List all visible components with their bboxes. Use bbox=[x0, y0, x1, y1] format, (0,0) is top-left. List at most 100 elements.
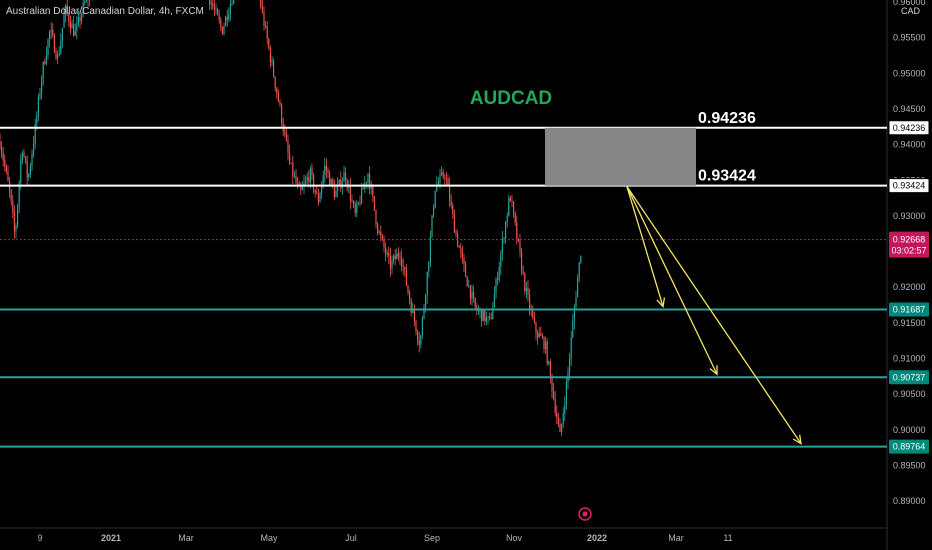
candle-body bbox=[274, 76, 276, 88]
price-tick-label: 0.94500 bbox=[893, 104, 926, 114]
candle-body bbox=[36, 115, 38, 125]
candle-body bbox=[41, 78, 43, 93]
candle-body bbox=[284, 131, 286, 134]
candle-body bbox=[57, 54, 59, 59]
time-axis[interactable]: 9 2021 Mar May Jul Sep Nov 2022 Mar 11 bbox=[37, 533, 732, 543]
candle-body bbox=[572, 321, 574, 338]
candle-body bbox=[405, 270, 407, 286]
candle-body bbox=[25, 156, 27, 161]
candle-body bbox=[346, 180, 348, 188]
time-tick-label: 2022 bbox=[587, 533, 607, 543]
candle-body bbox=[423, 307, 425, 319]
candle-body bbox=[437, 182, 439, 185]
price-tick-label: 0.91000 bbox=[893, 354, 926, 364]
price-tick-label: 0.93000 bbox=[893, 211, 926, 221]
candle-body bbox=[388, 252, 390, 257]
candle-body bbox=[18, 182, 20, 206]
candle-body bbox=[541, 336, 543, 338]
candle-body bbox=[553, 391, 555, 399]
candle-body bbox=[449, 185, 451, 202]
candle-body bbox=[575, 297, 577, 308]
candle-body bbox=[410, 301, 412, 313]
candle-body bbox=[49, 31, 51, 40]
candle-body bbox=[61, 27, 63, 41]
candle-body bbox=[421, 318, 423, 336]
candle-body bbox=[44, 62, 46, 64]
event-marker-icon[interactable] bbox=[578, 507, 592, 521]
candle-body bbox=[529, 294, 531, 310]
candle-body bbox=[412, 309, 414, 313]
candle-body bbox=[52, 29, 54, 36]
candle-body bbox=[489, 316, 491, 318]
candle-body bbox=[434, 190, 436, 208]
candle-body bbox=[538, 333, 540, 338]
candle-body bbox=[377, 224, 379, 233]
candle-body bbox=[373, 196, 375, 211]
candle-body bbox=[76, 23, 78, 32]
candle-body bbox=[351, 200, 353, 202]
candle-body bbox=[540, 333, 542, 337]
candle-body bbox=[271, 61, 273, 63]
candle-body bbox=[474, 297, 476, 308]
time-tick-label: Mar bbox=[668, 533, 684, 543]
candle-body bbox=[317, 193, 319, 203]
candle-body bbox=[316, 192, 318, 194]
candle-body bbox=[68, 13, 70, 23]
candle-body bbox=[55, 52, 57, 59]
candle-body bbox=[77, 17, 79, 24]
candle-body bbox=[394, 255, 396, 260]
symbol-title[interactable]: Australian Dollar/Canadian Dollar, 4h, F… bbox=[6, 6, 204, 17]
candle-body bbox=[508, 197, 510, 216]
projection-arrow-line bbox=[626, 186, 718, 375]
candle-body bbox=[365, 182, 367, 184]
candle-body bbox=[417, 331, 419, 340]
support-price-tag: 0.89764 bbox=[893, 442, 926, 452]
candle-body bbox=[485, 317, 487, 322]
candle-body bbox=[428, 262, 430, 272]
candle-body bbox=[66, 5, 68, 14]
candle-body bbox=[497, 279, 499, 281]
projection-arrow-head bbox=[656, 297, 666, 308]
time-tick-label: 11 bbox=[723, 533, 732, 543]
candle-body bbox=[521, 252, 523, 272]
candle-body bbox=[361, 187, 363, 204]
candle-body bbox=[231, 3, 233, 5]
candle-body bbox=[34, 124, 36, 144]
resistance-price-tag: 0.93424 bbox=[893, 181, 926, 191]
chart-title: AUDCAD bbox=[470, 88, 552, 109]
candle-body bbox=[223, 25, 225, 35]
candle-body bbox=[209, 0, 211, 5]
candle-body bbox=[268, 39, 270, 49]
candle-body bbox=[345, 172, 347, 181]
candlestick-series bbox=[0, 0, 582, 437]
time-tick-label: Mar bbox=[178, 533, 194, 543]
projection-arrow-line bbox=[626, 186, 802, 444]
candle-body bbox=[285, 133, 287, 141]
candle-body bbox=[266, 25, 268, 40]
candle-body bbox=[362, 187, 364, 190]
candle-body bbox=[522, 271, 524, 274]
candle-body bbox=[324, 165, 326, 176]
candle-body bbox=[217, 9, 219, 16]
candle-body bbox=[554, 398, 556, 413]
candle-body bbox=[506, 215, 508, 223]
candle-body bbox=[42, 62, 44, 79]
price-tick-label: 0.90500 bbox=[893, 389, 926, 399]
price-tick-label: 0.90000 bbox=[893, 425, 926, 435]
support-price-tag-bg bbox=[889, 302, 929, 317]
candle-body bbox=[399, 256, 401, 258]
candle-body bbox=[420, 335, 422, 345]
resistance-zone-box[interactable] bbox=[545, 127, 696, 186]
dividends-marker[interactable] bbox=[578, 507, 592, 521]
candle-body bbox=[479, 310, 481, 312]
candle-body bbox=[82, 2, 84, 15]
candle-body bbox=[348, 185, 350, 188]
candle-body bbox=[460, 247, 462, 252]
candle-body bbox=[28, 174, 30, 178]
candle-body bbox=[569, 358, 571, 373]
candle-body bbox=[269, 48, 271, 63]
candle-body bbox=[210, 2, 212, 5]
candle-body bbox=[50, 29, 52, 32]
candle-body bbox=[212, 2, 214, 7]
